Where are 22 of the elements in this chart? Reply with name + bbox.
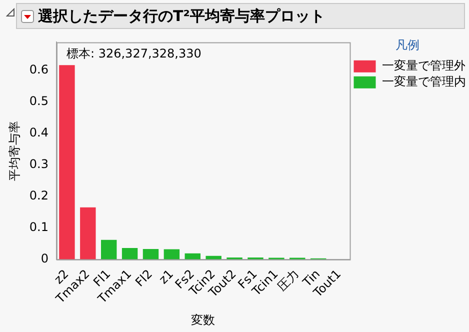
y-tick-label: 0.3 bbox=[29, 157, 48, 172]
bar bbox=[59, 65, 75, 260]
y-axis-title: 平均寄与率 bbox=[7, 120, 22, 181]
x-axis-title: 変数 bbox=[191, 312, 216, 327]
bar bbox=[184, 253, 200, 260]
y-tick-label: 0.4 bbox=[29, 126, 48, 140]
legend-title: 凡例 bbox=[395, 38, 420, 52]
chart-title: 選択したデータ行のT²平均寄与率プロット bbox=[38, 6, 325, 26]
y-tick-label: 0.1 bbox=[29, 220, 48, 234]
y-tick-label: 0 bbox=[40, 251, 48, 266]
x-tick-label: z1 bbox=[156, 266, 176, 287]
y-tick-label: 0.6 bbox=[29, 62, 48, 77]
bar bbox=[122, 248, 138, 260]
y-tick-label: 0.5 bbox=[29, 94, 48, 108]
bar bbox=[164, 249, 180, 260]
bar bbox=[101, 240, 117, 260]
x-tick-label: Fl2 bbox=[132, 266, 156, 290]
y-tick-label: 0.2 bbox=[29, 188, 48, 203]
bar bbox=[142, 248, 159, 260]
bar bbox=[80, 207, 96, 260]
legend-label: 一変量で管理内 bbox=[382, 74, 466, 89]
annotation: 標本: 326,327,328,330 bbox=[66, 46, 202, 60]
